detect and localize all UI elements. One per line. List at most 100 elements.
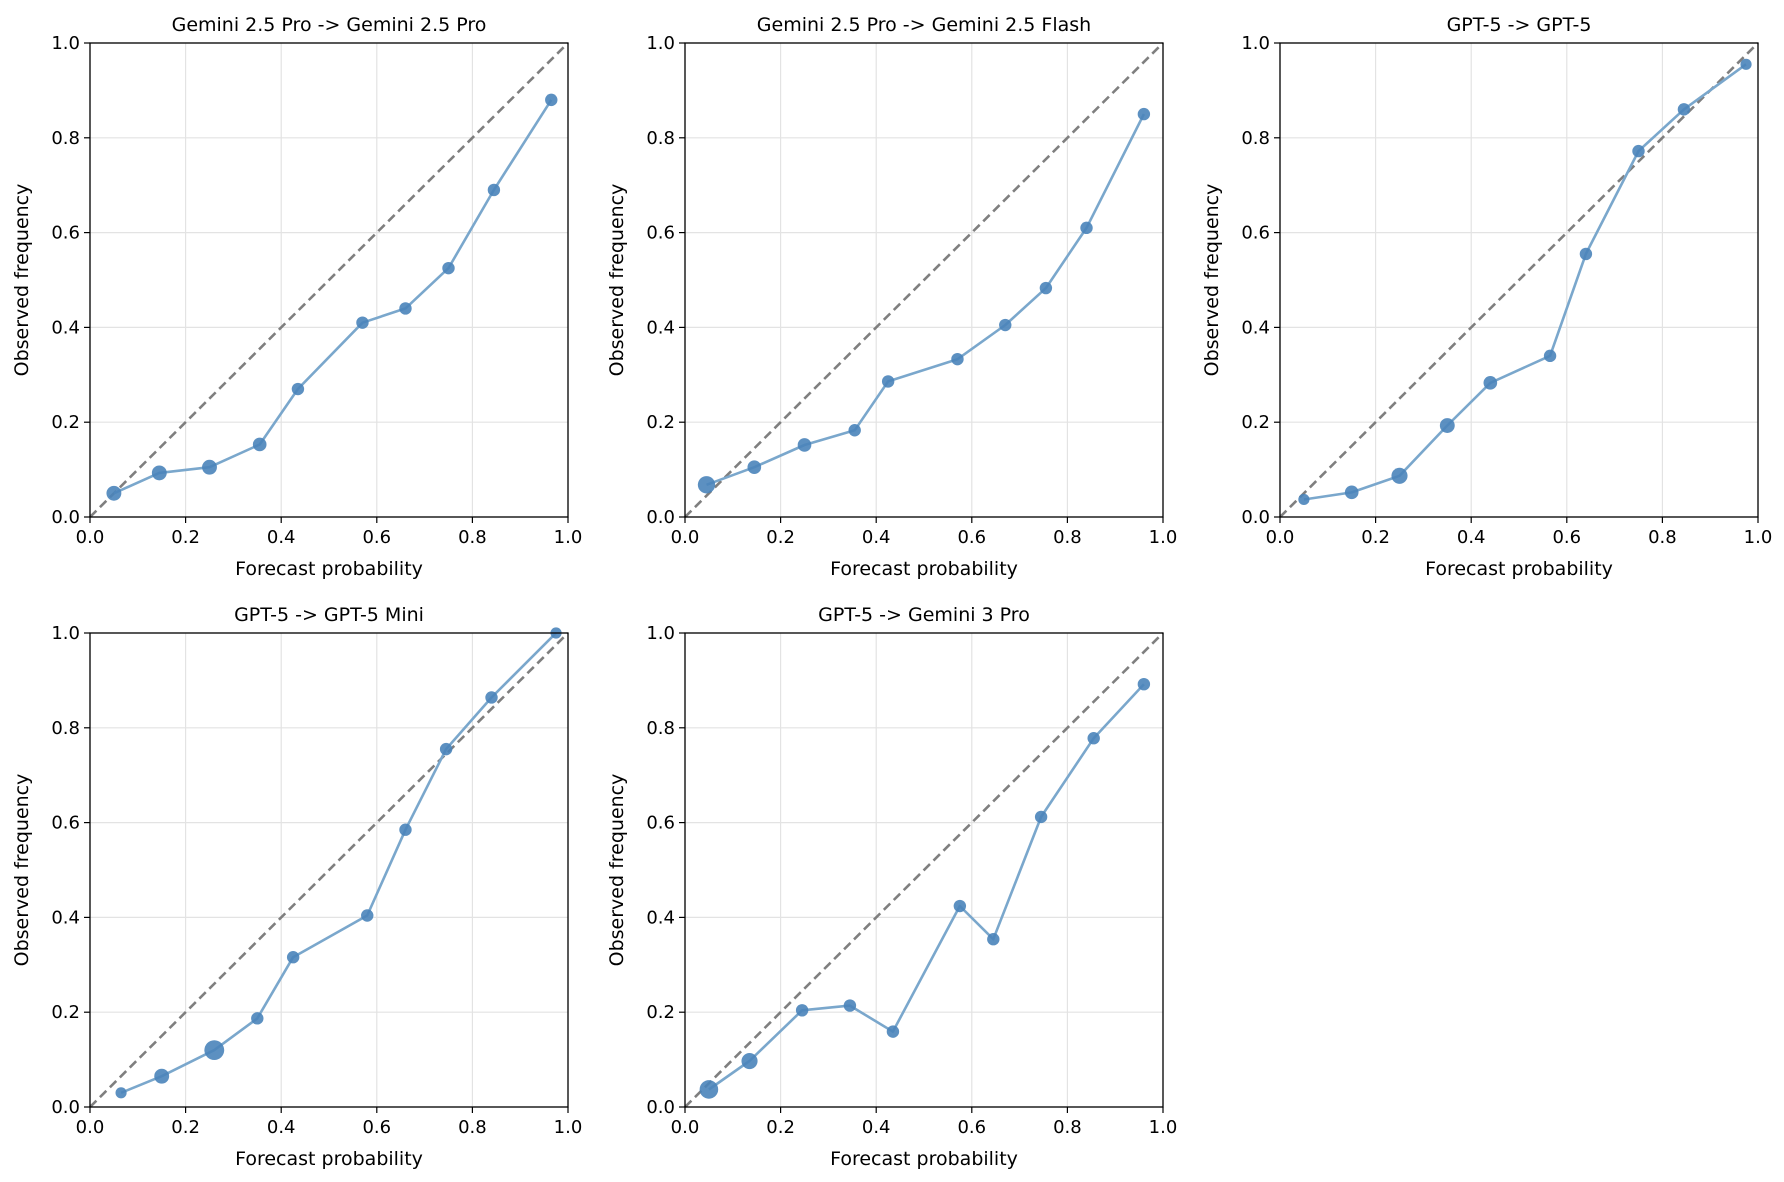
calibration-point bbox=[1543, 349, 1557, 363]
calibration-point bbox=[1579, 247, 1593, 261]
x-tick-label: 0.8 bbox=[1648, 527, 1677, 548]
axes-frame bbox=[684, 42, 1164, 518]
x-tick-label: 0.0 bbox=[671, 527, 700, 548]
calibration-point bbox=[399, 302, 412, 315]
calibration-point bbox=[886, 1025, 900, 1038]
x-tick-label: 0.2 bbox=[171, 527, 200, 548]
calibration-point bbox=[202, 459, 217, 475]
y-tick-label: 0.6 bbox=[646, 813, 675, 834]
calibration-point bbox=[1483, 376, 1498, 390]
y-tick-label: 0.2 bbox=[51, 412, 80, 433]
x-tick-label: 0.0 bbox=[1266, 527, 1295, 548]
calibration-point bbox=[1137, 677, 1151, 691]
x-tick-label: 0.4 bbox=[862, 527, 891, 548]
y-tick-label: 1.0 bbox=[51, 33, 80, 54]
x-tick-label: 1.0 bbox=[1149, 1117, 1178, 1138]
x-tick-label: 1.0 bbox=[554, 1117, 583, 1138]
panel-title: Gemini 2.5 Pro -> Gemini 2.5 Flash bbox=[757, 14, 1091, 36]
calibration-curve bbox=[1303, 63, 1747, 501]
calibration-point bbox=[848, 424, 861, 437]
axes-frame bbox=[1279, 42, 1759, 518]
y-axis-label: Observed frequency bbox=[11, 184, 33, 377]
y-tick-label: 0.0 bbox=[51, 507, 80, 528]
x-tick-label: 0.0 bbox=[76, 1117, 105, 1138]
perfect-calibration-diagonal bbox=[89, 632, 569, 1108]
calibration-curve bbox=[706, 113, 1146, 487]
x-tick-label: 1.0 bbox=[1149, 527, 1178, 548]
x-tick-label: 0.8 bbox=[458, 1117, 487, 1138]
calibration-point bbox=[151, 465, 167, 481]
calibration-point bbox=[106, 485, 122, 501]
calibration-point bbox=[286, 951, 300, 964]
y-tick-label: 0.2 bbox=[1241, 412, 1270, 433]
calibration-point bbox=[1677, 103, 1691, 116]
y-tick-label: 0.4 bbox=[646, 317, 675, 338]
calibration-point bbox=[1087, 732, 1100, 745]
calibration-point bbox=[795, 1004, 809, 1017]
x-axis-label: Forecast probability bbox=[830, 1148, 1018, 1170]
calibration-point bbox=[291, 382, 305, 396]
calibration-curve bbox=[120, 632, 557, 1095]
perfect-calibration-diagonal bbox=[89, 42, 569, 518]
calibration-point bbox=[747, 460, 762, 475]
calibration-point bbox=[1344, 485, 1359, 500]
calibration-point bbox=[987, 933, 1000, 946]
x-tick-label: 0.2 bbox=[171, 1117, 200, 1138]
calibration-panel-4: 0.00.0 0.2 0.2 0.4 0.4 0.6 0.6 0.8 0.8 1.0 1.0 GPT-… bbox=[11, 604, 582, 1170]
calibration-panel-1: 0.00.0 0.2 0.2 0.4 0.4 0.6 0.6 0.8 0.8 1.0 1.0 Gemi… bbox=[11, 14, 582, 580]
y-tick-label: 0.2 bbox=[646, 412, 675, 433]
calibration-point bbox=[797, 438, 812, 452]
x-tick-label: 0.6 bbox=[957, 1117, 986, 1138]
calibration-point bbox=[1080, 221, 1093, 235]
x-tick-label: 0.0 bbox=[671, 1117, 700, 1138]
panel-title: Gemini 2.5 Pro -> Gemini 2.5 Pro bbox=[172, 14, 487, 36]
y-tick-label: 0.6 bbox=[51, 813, 80, 834]
x-tick-label: 0.2 bbox=[766, 1117, 795, 1138]
y-tick-label: 0.8 bbox=[646, 718, 675, 739]
calibration-point bbox=[356, 316, 369, 329]
y-tick-label: 0.4 bbox=[51, 317, 80, 338]
y-tick-label: 0.0 bbox=[1241, 507, 1270, 528]
calibration-point bbox=[881, 375, 895, 388]
x-tick-label: 0.4 bbox=[267, 1117, 296, 1138]
y-tick-label: 1.0 bbox=[646, 623, 675, 644]
y-tick-label: 0.8 bbox=[51, 128, 80, 149]
x-axis-label: Forecast probability bbox=[235, 1148, 423, 1170]
x-tick-label: 0.2 bbox=[1361, 527, 1390, 548]
calibration-point bbox=[399, 823, 412, 836]
x-axis-label: Forecast probability bbox=[1425, 558, 1613, 580]
x-tick-label: 0.8 bbox=[1053, 1117, 1082, 1138]
y-tick-label: 0.0 bbox=[646, 1097, 675, 1118]
y-axis-label: Observed frequency bbox=[1201, 184, 1223, 377]
calibration-point bbox=[154, 1068, 170, 1084]
calibration-point bbox=[951, 352, 964, 366]
x-tick-label: 1.0 bbox=[1744, 527, 1773, 548]
calibration-panel-2: 0.00.0 0.2 0.2 0.4 0.4 0.6 0.6 0.8 0.8 1.0 1.0 Gemi… bbox=[606, 14, 1177, 580]
y-tick-label: 0.6 bbox=[646, 223, 675, 244]
calibration-point bbox=[115, 1087, 127, 1099]
panel-title: GPT-5 -> GPT-5 bbox=[1447, 14, 1592, 36]
calibration-point bbox=[1034, 810, 1048, 824]
calibration-panel-3: 0.00.0 0.2 0.2 0.4 0.4 0.6 0.6 0.8 0.8 1.0 1.0 GPT-… bbox=[1201, 14, 1772, 580]
y-tick-label: 0.8 bbox=[1241, 128, 1270, 149]
calibration-point bbox=[252, 437, 267, 452]
axes-frame bbox=[684, 632, 1164, 1108]
calibration-curve bbox=[708, 683, 1145, 1091]
calibration-point bbox=[1298, 493, 1310, 506]
panel-title: GPT-5 -> Gemini 3 Pro bbox=[818, 604, 1030, 626]
y-axis-label: Observed frequency bbox=[606, 774, 628, 967]
calibration-point bbox=[699, 1080, 719, 1099]
calibration-point bbox=[999, 318, 1012, 332]
y-tick-label: 0.2 bbox=[51, 1002, 80, 1023]
x-tick-label: 0.2 bbox=[766, 527, 795, 548]
x-tick-label: 0.4 bbox=[862, 1117, 891, 1138]
calibration-point bbox=[487, 183, 501, 197]
calibration-point bbox=[361, 909, 374, 922]
y-tick-label: 0.6 bbox=[51, 223, 80, 244]
x-tick-label: 0.6 bbox=[362, 527, 391, 548]
x-axis-label: Forecast probability bbox=[830, 558, 1018, 580]
calibration-panel-5: 0.00.0 0.2 0.2 0.4 0.4 0.6 0.6 0.8 0.8 1.0 1.0 GPT-… bbox=[606, 604, 1177, 1170]
y-tick-label: 1.0 bbox=[51, 623, 80, 644]
x-tick-label: 1.0 bbox=[554, 527, 583, 548]
